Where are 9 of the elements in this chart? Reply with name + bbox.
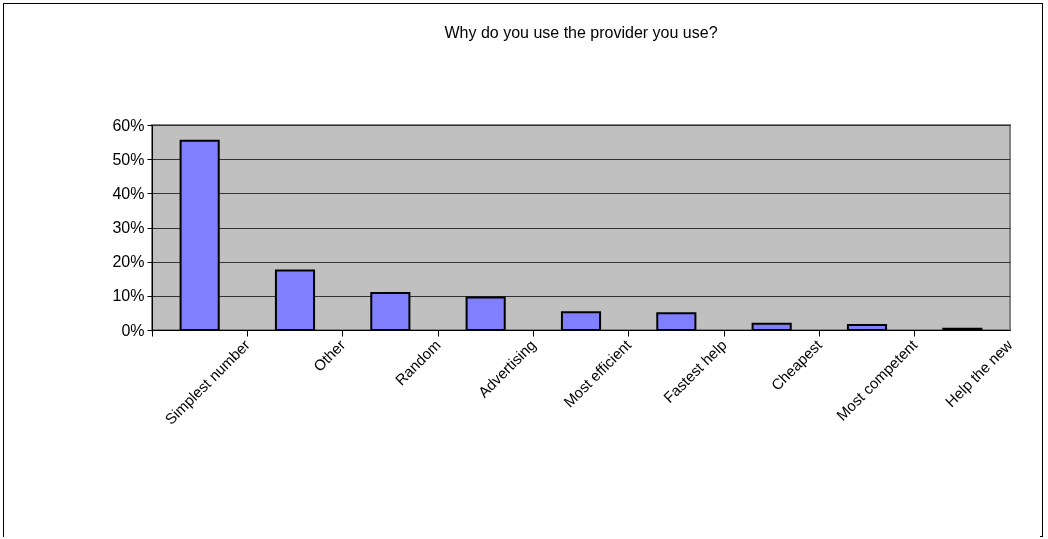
y-tick-label: 20% [112,253,145,271]
x-tick-label: Help the new [941,336,1016,411]
chart-title: Why do you use the provider you use? [444,24,718,41]
y-tick-label: 40% [112,184,145,202]
y-tick-label: 50% [112,150,145,168]
y-tick-label: 60% [112,116,145,134]
y-tick-label: 0% [121,321,145,339]
y-tick-label: 10% [112,287,145,305]
y-tick-label: 30% [112,219,145,236]
